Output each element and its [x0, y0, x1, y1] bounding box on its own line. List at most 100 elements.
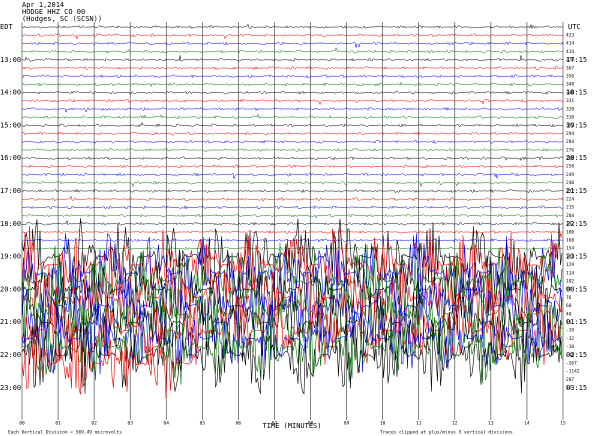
- trace: [21, 98, 564, 106]
- trace-offset: 294: [566, 131, 574, 137]
- x-label: 02: [91, 421, 97, 427]
- right-time: 00:15: [566, 285, 587, 293]
- trace: [21, 47, 564, 54]
- trace-offset: 224: [566, 197, 574, 203]
- trace: [21, 74, 563, 79]
- right-time: 19:15: [566, 121, 587, 129]
- trace: [21, 249, 563, 328]
- trace: [21, 324, 200, 399]
- right-time: 18:15: [566, 89, 587, 97]
- trace: [21, 147, 564, 152]
- trace-offset: -19: [566, 328, 574, 334]
- trace: [22, 90, 564, 95]
- trace-offset: 276: [566, 147, 574, 153]
- x-label: 06: [236, 421, 242, 427]
- trace: [21, 164, 564, 169]
- trace-offset: 249: [566, 172, 574, 178]
- date: Apr 1,2014: [22, 1, 64, 9]
- right-time: 17:15: [566, 56, 587, 64]
- trace-offset: 302: [566, 123, 574, 129]
- x-label: 03: [127, 421, 133, 427]
- right-time: 02:15: [566, 351, 587, 359]
- trace-offset: 331: [566, 98, 574, 104]
- trace-offset: 12: [566, 385, 572, 391]
- left-time: 20:00: [0, 285, 21, 293]
- trace: [22, 131, 564, 136]
- trace: [21, 315, 563, 395]
- x-label: 10: [380, 421, 386, 427]
- trace-offset: 16: [566, 320, 572, 326]
- x-label: 09: [344, 421, 350, 427]
- footer-right: Traces clipped at plus/minus 5 vertical …: [380, 430, 513, 436]
- x-label: 11: [416, 421, 422, 427]
- trace: [21, 194, 564, 202]
- x-label: 08: [308, 421, 314, 427]
- left-time: 18:00: [0, 220, 21, 228]
- labels: 00 01 02 03 04 05 06 07 08 09 10 11 12 13 14 15 13:00 17:…: [0, 33, 587, 427]
- trace-offset: 129: [566, 262, 574, 268]
- trace-offset: 204: [566, 213, 574, 219]
- trace-offset: 414: [566, 41, 574, 47]
- trace-offset: 356: [566, 74, 574, 80]
- trace: [21, 41, 564, 48]
- trace-offset: 367: [566, 65, 574, 71]
- trace-offset: 284: [566, 139, 574, 145]
- trace: [21, 121, 563, 128]
- x-label: 15: [560, 421, 566, 427]
- trace-offset: 60: [566, 303, 572, 309]
- trace-offset: 215: [566, 205, 574, 211]
- right-time: 20:15: [566, 154, 587, 162]
- left-time: 22:00: [0, 351, 21, 359]
- right-time: 03:15: [566, 384, 587, 392]
- x-label: 04: [164, 421, 170, 427]
- left-time: 16:00: [0, 154, 21, 162]
- trace-offset: 207: [566, 377, 574, 383]
- trace-offset: 89: [566, 287, 572, 293]
- x-label: 00: [19, 421, 25, 427]
- grid: [21, 22, 564, 420]
- x-label: 05: [200, 421, 206, 427]
- x-label: 13: [488, 421, 494, 427]
- x-label: 12: [452, 421, 458, 427]
- trace: [21, 113, 563, 120]
- footer-left: Each Vertical Division = 569.49 microvol…: [8, 430, 122, 436]
- trace-offset: 40: [566, 311, 572, 317]
- trace: [21, 233, 563, 311]
- left-time: 13:00: [0, 56, 21, 64]
- trace: [21, 219, 564, 226]
- trace: [21, 242, 563, 320]
- left-time: 14:00: [0, 89, 21, 97]
- trace-offset: -10: [566, 344, 574, 350]
- trace-offset: 340: [566, 90, 574, 96]
- location: (Hodges, SC (SCSN)): [22, 15, 102, 23]
- left-time: 23:00: [0, 384, 21, 392]
- trace-offset: 310: [566, 115, 574, 121]
- trace-offset: 192: [566, 221, 574, 227]
- trace-offset: 168: [566, 238, 574, 244]
- trace: [21, 23, 563, 30]
- right-zone: UTC: [568, 23, 581, 31]
- x-title: TIME (MINUTES): [262, 422, 321, 430]
- trace-offset: 414: [566, 49, 574, 55]
- trace-offset: -32: [566, 336, 574, 342]
- x-label: 14: [524, 421, 530, 427]
- trace: [21, 268, 563, 345]
- trace: [22, 156, 564, 162]
- trace: [21, 172, 564, 179]
- trace: [21, 180, 564, 188]
- trace: [21, 33, 564, 40]
- trace-offset: 102: [566, 279, 574, 285]
- trace-offset: -1142: [566, 369, 580, 375]
- right-time: 21:15: [566, 187, 587, 195]
- trace-offset: 142: [566, 254, 574, 260]
- trace-offset: 240: [566, 180, 574, 186]
- trace: [21, 188, 564, 194]
- traces: [21, 23, 564, 399]
- left-time: 21:00: [0, 318, 21, 326]
- left-time: 19:00: [0, 253, 21, 261]
- trace: [21, 139, 564, 144]
- right-time: 22:15: [566, 220, 587, 228]
- trace-offset: 258: [566, 164, 574, 170]
